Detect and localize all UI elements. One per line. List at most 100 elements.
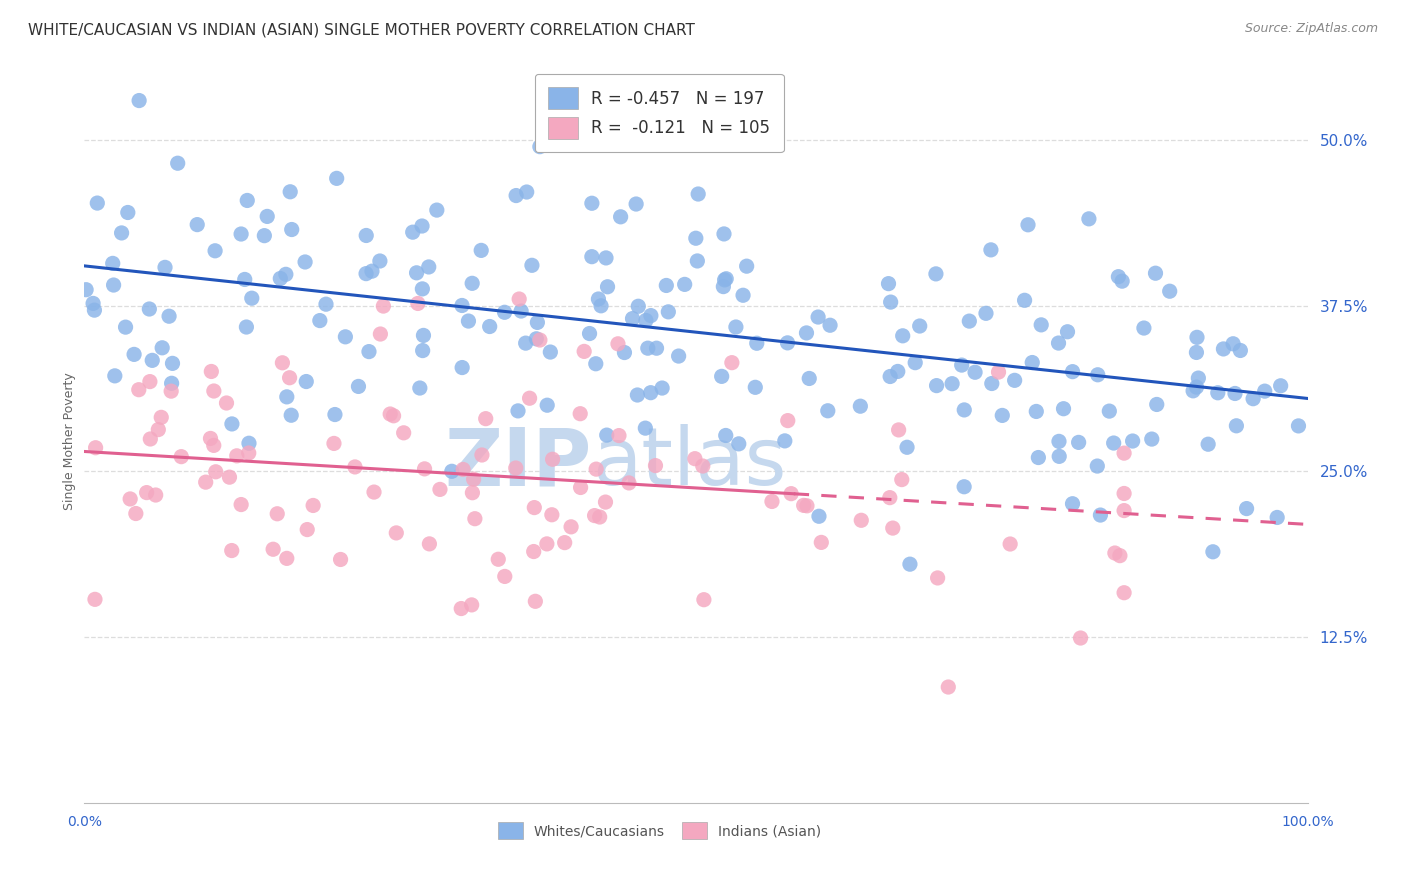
Point (343, 459, 366, 474)
Point (1146, 397, 1168, 411)
Point (849, 399, 872, 413)
Point (953, 403, 976, 417)
Point (451, 298, 474, 312)
Point (238, 446, 260, 460)
Point (413, 462, 436, 476)
Point (440, 464, 463, 478)
Point (406, 296, 429, 310)
Point (595, 251, 617, 265)
Point (150, 410, 173, 425)
Point (510, 304, 533, 318)
Point (882, 521, 904, 535)
Point (266, 507, 288, 521)
Point (524, 594, 547, 608)
Point (925, 267, 948, 281)
Point (280, 409, 302, 423)
Point (581, 196, 603, 211)
Point (238, 436, 260, 450)
Point (713, 227, 735, 241)
Point (253, 228, 276, 243)
Point (426, 203, 449, 218)
Point (128, 94, 150, 108)
Point (686, 254, 709, 268)
Point (75, 283, 97, 297)
Point (297, 523, 319, 537)
Point (891, 328, 914, 343)
Point (363, 485, 385, 500)
Point (120, 491, 142, 506)
Point (1104, 546, 1126, 560)
Point (84, 441, 107, 455)
Point (200, 364, 222, 378)
Point (644, 458, 666, 473)
Point (898, 557, 921, 571)
Text: Source: ZipAtlas.com: Source: ZipAtlas.com (1244, 22, 1378, 36)
Point (294, 255, 316, 269)
Point (233, 272, 256, 286)
Point (117, 205, 139, 219)
Text: WHITE/CAUCASIAN VS INDIAN (ASIAN) SINGLE MOTHER POVERTY CORRELATION CHART: WHITE/CAUCASIAN VS INDIAN (ASIAN) SINGLE… (28, 22, 695, 37)
Point (588, 292, 610, 306)
Point (581, 250, 603, 264)
Point (569, 481, 592, 495)
Point (86, 196, 108, 211)
Point (596, 279, 619, 293)
Point (991, 409, 1014, 423)
Point (308, 313, 330, 327)
Point (405, 266, 427, 280)
Point (221, 417, 243, 431)
Point (1185, 330, 1208, 344)
Point (276, 390, 298, 404)
Point (796, 499, 818, 513)
Point (1144, 266, 1167, 280)
Point (1109, 549, 1132, 563)
Point (380, 407, 402, 421)
Point (1185, 345, 1208, 359)
Point (361, 264, 384, 278)
Point (879, 491, 901, 505)
Point (523, 544, 546, 558)
Point (519, 391, 541, 405)
Point (925, 378, 948, 392)
Point (607, 336, 630, 351)
Point (1159, 284, 1181, 298)
Point (470, 244, 492, 258)
Point (645, 341, 668, 355)
Point (585, 357, 607, 371)
Point (153, 260, 176, 275)
Text: atlas: atlas (592, 425, 786, 502)
Point (1241, 392, 1264, 406)
Point (668, 349, 690, 363)
Point (1047, 434, 1070, 449)
Point (276, 551, 298, 566)
Point (710, 369, 733, 384)
Point (1114, 486, 1136, 500)
Point (1004, 373, 1026, 387)
Point (1047, 450, 1070, 464)
Point (714, 428, 737, 442)
Point (685, 231, 707, 245)
Point (716, 272, 738, 286)
Point (540, 508, 562, 522)
Point (280, 222, 302, 236)
Point (451, 360, 474, 375)
Point (269, 271, 291, 285)
Point (347, 379, 370, 393)
Point (202, 438, 225, 452)
Point (368, 254, 391, 268)
Point (640, 385, 662, 400)
Point (526, 315, 548, 329)
Point (957, 314, 980, 328)
Point (505, 461, 527, 475)
Point (429, 483, 451, 497)
Point (218, 470, 240, 484)
Legend: Whites/Caucasians, Indians (Asian): Whites/Caucasians, Indians (Asian) (491, 814, 828, 847)
Point (145, 488, 167, 502)
Point (240, 291, 263, 305)
Point (637, 341, 659, 355)
Point (936, 680, 959, 694)
Point (122, 347, 145, 361)
Point (170, 450, 193, 464)
Point (515, 336, 537, 351)
Point (474, 411, 496, 425)
